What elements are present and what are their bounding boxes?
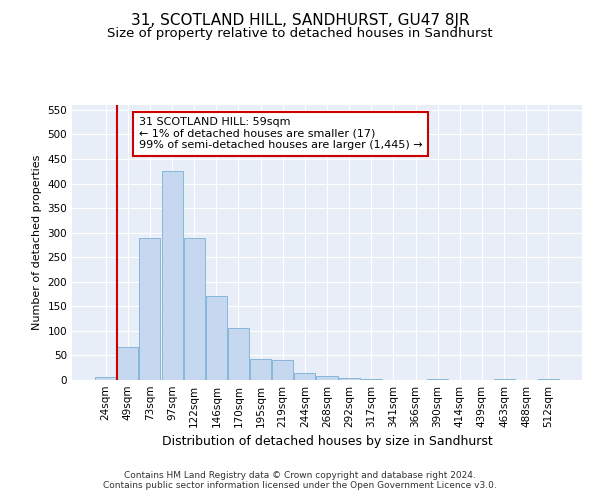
Bar <box>494 378 515 380</box>
Text: 31 SCOTLAND HILL: 59sqm
← 1% of detached houses are smaller (17)
99% of semi-det: 31 SCOTLAND HILL: 59sqm ← 1% of detached… <box>139 118 422 150</box>
Bar <box>184 238 205 380</box>
Bar <box>118 346 139 380</box>
Bar <box>338 378 359 380</box>
Bar <box>206 296 227 380</box>
Y-axis label: Number of detached properties: Number of detached properties <box>32 155 42 330</box>
Bar <box>95 376 116 380</box>
Text: Size of property relative to detached houses in Sandhurst: Size of property relative to detached ho… <box>107 28 493 40</box>
Text: Contains HM Land Registry data © Crown copyright and database right 2024.
Contai: Contains HM Land Registry data © Crown c… <box>103 470 497 490</box>
Bar <box>538 378 559 380</box>
Bar <box>316 376 338 380</box>
Bar <box>361 379 382 380</box>
X-axis label: Distribution of detached houses by size in Sandhurst: Distribution of detached houses by size … <box>161 436 493 448</box>
Bar <box>295 372 316 380</box>
Bar <box>228 328 249 380</box>
Bar <box>250 359 271 380</box>
Bar <box>272 360 293 380</box>
Text: 31, SCOTLAND HILL, SANDHURST, GU47 8JR: 31, SCOTLAND HILL, SANDHURST, GU47 8JR <box>131 12 469 28</box>
Bar <box>161 172 182 380</box>
Bar <box>139 238 160 380</box>
Bar <box>427 378 448 380</box>
